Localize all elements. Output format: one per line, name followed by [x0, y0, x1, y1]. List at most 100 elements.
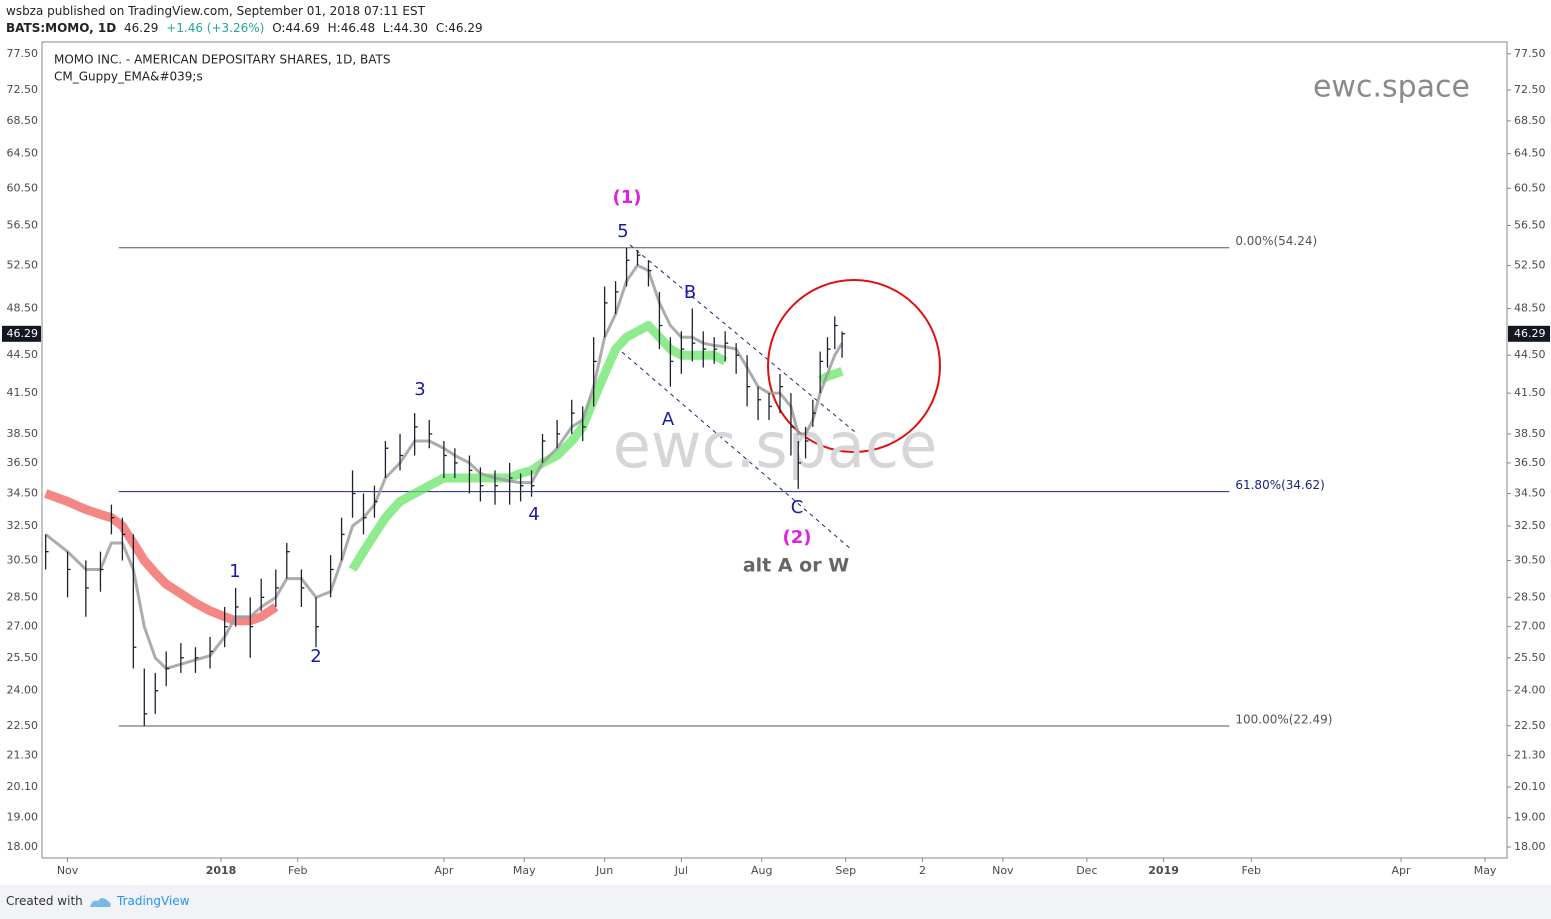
publish-line: wsbza published on TradingView.com, Sept… [6, 4, 429, 18]
wave-label: 1 [229, 561, 240, 582]
x-tick-label: 2 [919, 864, 926, 877]
y-tick-label-right: 68.50 [1514, 114, 1546, 127]
x-tick-label: 2019 [1148, 864, 1179, 877]
y-tick-label-right: 56.50 [1514, 219, 1546, 232]
x-tick-label: Feb [288, 864, 307, 877]
x-tick-label: Sep [835, 864, 856, 877]
x-tick-label: May [513, 864, 536, 877]
chart-title: MOMO INC. - AMERICAN DEPOSITARY SHARES, … [54, 53, 390, 67]
x-tick-label: Apr [1392, 864, 1412, 877]
ohlc-close: C:46.29 [435, 21, 483, 35]
watermark-large: ewc.space [613, 409, 938, 482]
wave-label: 5 [617, 221, 628, 242]
fib-label: 0.00%(54.24) [1235, 234, 1317, 248]
y-tick-label-right: 24.00 [1514, 684, 1546, 697]
ohlc-high: H:46.48 [327, 21, 376, 35]
wave-label: 2 [310, 646, 321, 667]
last-price-label-right: 46.29 [1514, 327, 1546, 340]
y-tick-label: 28.50 [7, 590, 39, 603]
y-tick-label: 56.50 [7, 219, 39, 232]
ema-line [818, 367, 844, 385]
y-tick-label-right: 21.30 [1514, 749, 1546, 762]
x-tick-label: 2018 [206, 864, 237, 877]
last-price-label: 46.29 [7, 327, 39, 340]
ema-line [44, 489, 279, 626]
wave-label: 3 [414, 379, 425, 400]
fib-label: 100.00%(22.49) [1235, 713, 1332, 727]
y-tick-label: 27.00 [7, 620, 39, 633]
created-with: Created with [6, 894, 83, 908]
y-tick-label: 19.00 [7, 811, 39, 824]
x-tick-label: Jun [595, 864, 613, 877]
y-tick-label: 18.00 [7, 840, 39, 853]
symbol: BATS:MOMO, 1D [6, 21, 117, 35]
fib-label: 61.80%(34.62) [1235, 478, 1324, 492]
wave-label: (2) [783, 527, 812, 548]
x-tick-label: Aug [751, 864, 772, 877]
author: wsbza [6, 4, 44, 18]
wave-label: 4 [528, 504, 539, 525]
y-tick-label-right: 32.50 [1514, 519, 1546, 532]
x-tick-label: Feb [1242, 864, 1261, 877]
highlight-circle [767, 279, 941, 453]
symbol-line: BATS:MOMO, 1D 46.29 +1.46 (+3.26%) O:44.… [6, 21, 487, 35]
change: +1.46 (+3.26%) [166, 21, 265, 35]
published: published on TradingView.com, September … [47, 4, 425, 18]
wave-label: (1) [613, 187, 642, 208]
y-tick-label-right: 41.50 [1514, 386, 1546, 399]
y-tick-label: 36.50 [7, 456, 39, 469]
ohlc-low: L:44.30 [382, 21, 428, 35]
x-tick-label: Dec [1076, 864, 1097, 877]
y-tick-label-right: 28.50 [1514, 590, 1546, 603]
ema-line [348, 321, 728, 572]
y-tick-label-right: 44.50 [1514, 348, 1546, 361]
y-tick-label-right: 48.50 [1514, 301, 1546, 314]
y-tick-label: 48.50 [7, 301, 39, 314]
chart-subtitle: CM_Guppy_EMA&#039;s [54, 70, 203, 84]
y-tick-label-right: 19.00 [1514, 811, 1546, 824]
y-tick-label-right: 38.50 [1514, 427, 1546, 440]
wave-label: alt A or W [743, 555, 849, 577]
y-tick-label-right: 52.50 [1514, 258, 1546, 271]
y-tick-label: 68.50 [7, 114, 39, 127]
y-tick-label: 41.50 [7, 386, 39, 399]
y-tick-label: 22.50 [7, 719, 39, 732]
y-tick-label-right: 77.50 [1514, 47, 1546, 60]
x-tick-label: Nov [57, 864, 79, 877]
y-tick-label-right: 22.50 [1514, 719, 1546, 732]
y-tick-label-right: 64.50 [1514, 147, 1546, 160]
brand: TradingView [117, 894, 190, 908]
y-tick-label-right: 18.00 [1514, 840, 1546, 853]
y-tick-label: 25.50 [7, 651, 39, 664]
x-tick-label: Apr [434, 864, 454, 877]
y-tick-label: 21.30 [7, 749, 39, 762]
y-tick-label: 44.50 [7, 348, 39, 361]
last-price-box-right [1508, 325, 1550, 342]
y-tick-label: 64.50 [7, 147, 39, 160]
y-tick-label: 34.50 [7, 487, 39, 500]
watermark: ewc.space [1313, 70, 1470, 105]
y-tick-label-right: 25.50 [1514, 651, 1546, 664]
price: 46.29 [124, 21, 159, 35]
y-tick-label-right: 20.10 [1514, 780, 1546, 793]
x-tick-label: May [1474, 864, 1497, 877]
y-tick-label-right: 27.00 [1514, 620, 1546, 633]
channel-lower [621, 351, 853, 551]
x-tick-label: Jul [674, 864, 688, 877]
y-tick-label: 72.50 [7, 83, 39, 96]
x-tick-label: Nov [992, 864, 1014, 877]
y-tick-label: 24.00 [7, 684, 39, 697]
y-tick-label-right: 34.50 [1514, 487, 1546, 500]
wave-label: C [791, 497, 804, 518]
y-tick-label: 30.50 [7, 553, 39, 566]
y-tick-label: 60.50 [7, 181, 39, 194]
wave-label: B [684, 282, 696, 303]
y-tick-label-right: 72.50 [1514, 83, 1546, 96]
ohlc-open: O:44.69 [272, 21, 320, 35]
y-tick-label: 77.50 [7, 47, 39, 60]
y-tick-label-right: 60.50 [1514, 181, 1546, 194]
y-tick-label: 32.50 [7, 519, 39, 532]
footer: Created with TradingView [0, 885, 1551, 919]
